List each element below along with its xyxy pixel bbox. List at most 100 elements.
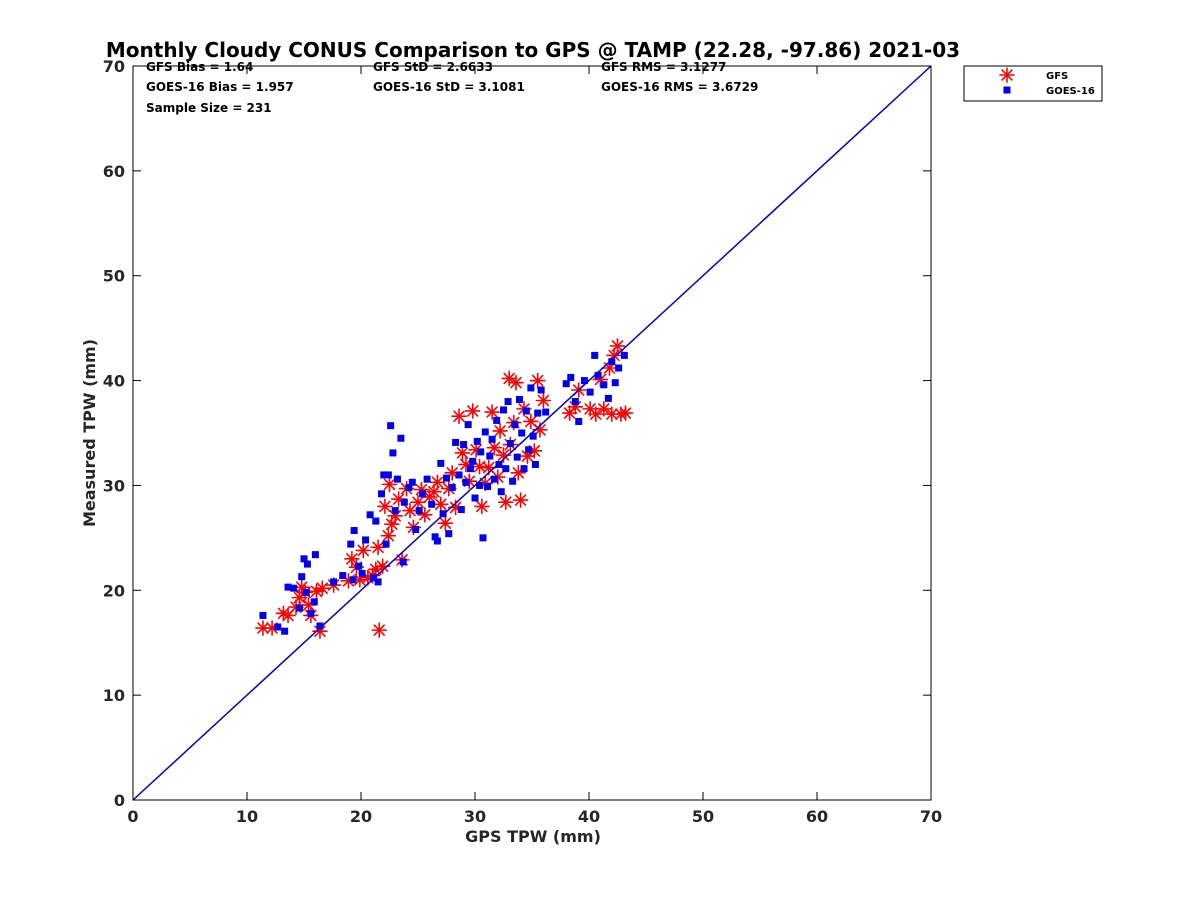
goes16-point	[477, 448, 485, 456]
goes16-point	[362, 536, 370, 544]
goes16-point	[355, 562, 363, 570]
goes16-point	[518, 429, 526, 437]
legend-gfs-label: GFS	[1046, 71, 1068, 82]
goes16-point	[464, 421, 472, 429]
goes16-point	[437, 459, 445, 467]
x-tick-label: 50	[692, 807, 714, 826]
gfs-point	[371, 622, 388, 638]
x-tick-label: 20	[350, 807, 372, 826]
x-axis-label: GPS TPW (mm)	[465, 827, 601, 846]
goes16-point	[423, 475, 431, 483]
legend-box	[963, 65, 1103, 102]
goes16-point	[400, 498, 408, 506]
goes16-point	[455, 471, 463, 479]
goes16-point	[443, 474, 450, 482]
gfs-point	[492, 423, 508, 439]
gfs-point	[437, 515, 454, 531]
goes16-point	[471, 494, 479, 502]
sample-size-text: Sample Size = 231	[146, 101, 272, 115]
goes16-point	[529, 432, 537, 440]
y-tick-label: 40	[103, 372, 125, 391]
goes16-point	[466, 465, 474, 473]
goes16-point	[481, 428, 489, 436]
goes16-point	[500, 406, 507, 414]
gfs-bias-text: GFS Bias = 1.64	[146, 60, 253, 74]
gfs-point	[355, 542, 372, 559]
gfs-point	[497, 494, 514, 511]
goes16-point	[349, 576, 357, 584]
goes16-std-text: GOES-16 StD = 3.1081	[373, 80, 525, 94]
goes16-point	[608, 358, 616, 366]
gfs-point	[377, 498, 393, 515]
goes16-point	[439, 510, 447, 518]
goes16-point	[542, 408, 550, 416]
goes16-point	[412, 525, 420, 533]
plot-area: 0 10 20 30 40 50 60 70 0 10 20 30 40 50 60 70	[103, 57, 942, 826]
gfs-point	[380, 527, 397, 544]
stats-annotations: GFS Bias = 1.64 GOES-16 Bias = 1.957 Sam…	[146, 60, 758, 115]
goes16-point	[397, 434, 405, 442]
chart-title: Monthly Cloudy CONUS Comparison to GPS @…	[106, 38, 960, 62]
goes16-point	[594, 371, 602, 379]
gfs-point	[588, 406, 604, 422]
goes16-point	[525, 446, 533, 454]
goes16-point	[431, 533, 439, 541]
goes16-point	[290, 584, 298, 592]
goes16-point	[399, 558, 407, 566]
goes16-point	[378, 490, 386, 498]
gfs-point	[523, 413, 539, 430]
goes16-point	[591, 351, 599, 359]
goes16-point	[415, 507, 423, 515]
goes16-point	[534, 409, 542, 417]
goes16-point	[370, 574, 378, 582]
goes16-point	[580, 377, 588, 385]
x-tick-label: 0	[127, 807, 138, 826]
goes16-point	[571, 398, 579, 406]
gfs-point	[512, 492, 529, 508]
gfs-point	[432, 496, 449, 513]
x-tick-label: 70	[920, 807, 942, 826]
gfs-point	[280, 607, 296, 624]
goes16-point	[473, 437, 481, 445]
goes16-point	[274, 623, 282, 631]
goes16-point	[600, 381, 608, 389]
goes16-point	[537, 386, 545, 394]
goes16-point	[393, 475, 401, 483]
goes16-point	[358, 570, 366, 578]
goes16-point	[302, 588, 310, 596]
goes16-point	[497, 488, 505, 496]
goes16-rms-text: GOES-16 RMS = 3.6729	[601, 80, 758, 94]
goes16-point	[382, 540, 390, 548]
gfs-point	[609, 338, 626, 354]
y-tick-label: 30	[103, 476, 125, 495]
gfs-point	[383, 516, 400, 533]
goes16-point	[405, 484, 413, 492]
goes16-point	[486, 452, 494, 460]
goes16-point	[303, 560, 311, 568]
goes16-point	[307, 609, 315, 617]
goes16-point	[469, 457, 477, 465]
goes16-point	[316, 622, 324, 630]
legend-goes16-square	[1003, 86, 1011, 94]
goes16-point	[479, 534, 487, 542]
legend-gfs-asterisk	[999, 67, 1015, 83]
goes16-point	[457, 506, 465, 514]
gfs-point	[451, 408, 467, 425]
goes16-point	[295, 604, 303, 612]
goes16-point	[310, 598, 318, 606]
goes16-bias-text: GOES-16 Bias = 1.957	[146, 80, 294, 94]
goes16-point	[567, 373, 575, 381]
gfs-point	[381, 476, 398, 493]
goes16-point	[281, 627, 289, 635]
goes16-point	[391, 507, 399, 515]
goes16-point	[575, 417, 583, 425]
goes16-point	[493, 416, 501, 424]
goes16-point	[300, 555, 308, 563]
goes16-point	[515, 395, 523, 403]
gfs-point	[617, 405, 634, 421]
legend: GFS GOES-16	[963, 65, 1103, 102]
goes16-point	[330, 578, 338, 586]
axes-frame	[132, 65, 932, 801]
goes16-point	[311, 551, 319, 559]
